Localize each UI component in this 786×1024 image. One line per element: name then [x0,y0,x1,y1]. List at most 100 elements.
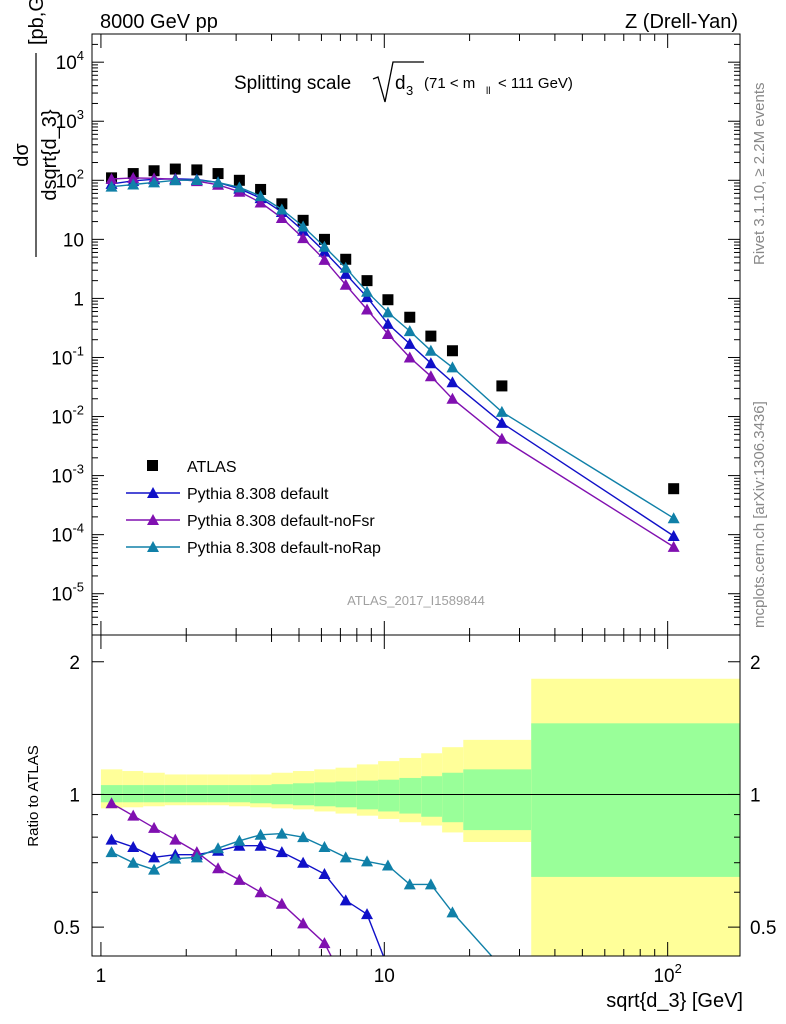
mc-data-point [339,278,352,290]
ratio-axis-ticks: 1 10 102 0.5 0.5 1 1 2 2 [54,635,776,987]
mc-data-point [361,303,374,315]
legend-label-atlas: ATLAS [187,459,237,476]
ratio-data-point [148,863,161,875]
ratio-data-point [361,855,374,867]
main-y-tick-label: 10-3 [51,462,84,488]
mc-data-point [381,317,394,329]
ratio-series-0 [105,833,385,956]
legend-label-default: Pythia 8.308 default [187,486,329,503]
mc-data-point [105,180,118,192]
ratio-data-point [212,842,225,854]
mc-data-point [297,232,310,244]
mcplots-label: mcplots.cern.ch [arXiv:1306.3436] [751,401,768,628]
atlas-data-point [496,380,508,392]
main-y-tick-label: 103 [56,107,84,133]
atlas-data-point [340,253,352,265]
ratio-series-layer [105,797,493,956]
mc-data-point [495,432,508,444]
stat-uncertainty-band [399,777,422,814]
header-right: Z (Drell-Yan) [625,11,738,33]
ratio-data-point [148,821,161,833]
ratio-data-point [254,828,267,840]
mc-data-point [667,529,680,541]
analysis-watermark: ATLAS_2017_I1589844 [347,593,485,608]
main-ylabel: dσ dsqrt{d_3} [pb,GeV -1 ] [11,0,61,257]
atlas-data-point [446,345,458,357]
main-y-tick-label: 10-5 [51,580,84,606]
stat-uncertainty-band [100,785,123,803]
mc-data-point [233,181,246,193]
ratio-y-tick-label-right: 2 [750,653,761,674]
title-sqrt-d: d [395,73,406,94]
ratio-series-2 [105,827,493,956]
ratio-data-point [233,834,246,846]
stat-uncertainty-band [143,785,165,803]
ratio-data-point [403,878,416,890]
ratio-data-point [275,897,288,909]
ratio-data-point [318,867,331,879]
legend-label-nofsr: Pythia 8.308 default-noFsr [187,513,375,530]
mc-data-point [254,190,267,202]
mc-data-point [339,267,352,279]
atlas-data-point [668,483,680,495]
mc-data-point [127,171,140,183]
ratio-data-point [190,851,203,863]
main-y-tick-label: 10 [63,230,84,251]
mc-data-point [127,178,140,190]
mc-data-point [169,174,182,186]
mc-data-point [190,174,203,186]
atlas-data-point [382,294,394,306]
atlas-data-point [191,164,203,176]
atlas-data-point [233,174,245,186]
atlas-data-point [169,163,181,175]
atlas-data-point [297,214,309,226]
ratio-x-tick-label: 10 [374,966,395,987]
ratio-y-tick-label-right: 0.5 [750,918,776,939]
mc-data-point [361,285,374,297]
mc-data-point [254,196,267,208]
ylabel-units: [pb,GeV [26,0,48,45]
main-axis-ticks: 10-5 10-4 10-3 10-2 10-1 1 10 102 103 104 [51,33,740,636]
stat-uncertainty-band [186,785,208,803]
ratio-y-tick-label-left: 2 [69,653,80,674]
mc-data-point [212,176,225,188]
title-range: (71 < m [424,75,475,92]
ratio-data-point [424,878,437,890]
ratio-line [111,802,332,956]
chart-title: Splitting scale d 3 (71 < m ll < 111 GeV… [234,61,573,103]
mc-data-point [424,370,437,382]
mc-data-point [381,327,394,339]
ratio-data-point [169,833,182,845]
ratio-data-point [339,851,352,863]
ratio-data-point [233,873,246,885]
title-range-end: < 111 GeV) [498,75,573,92]
stat-uncertainty-band [531,723,740,877]
main-y-tick-label: 102 [56,166,84,192]
ratio-data-point [318,840,331,852]
ratio-series-1 [105,797,332,956]
title-range-sub: ll [486,86,490,97]
stat-uncertainty-band [207,785,229,803]
legend-marker-norap [147,541,159,552]
legend-marker-default [147,487,159,498]
mc-data-point [667,540,680,552]
main-y-tick-label: 10-4 [51,521,84,547]
mc-data-point [318,253,331,265]
atlas-data-point [318,233,330,245]
ratio-data-point [254,839,267,851]
mc-data-point [495,405,508,417]
mc-data-point [403,325,416,337]
ratio-data-point [148,851,161,863]
ratio-data-point [361,908,374,920]
ratio-ylabel: Ratio to ATLAS [25,745,42,846]
ratio-data-point [381,859,394,871]
ratio-panel: 1 10 102 0.5 0.5 1 1 2 2 Ratio to ATLAS sqrt{d_3… [25,634,776,1012]
ratio-data-point [318,937,331,949]
ratio-uncertainty-bands [100,678,740,956]
atlas-data-point [148,165,160,177]
mc-data-point [667,512,680,524]
main-panel: 10-5 10-4 10-3 10-2 10-1 1 10 102 103 104 Splitti… [11,0,741,636]
ratio-x-tick-label: 1 [96,966,107,987]
stat-uncertainty-band [378,779,400,812]
ratio-data-point [297,856,310,868]
